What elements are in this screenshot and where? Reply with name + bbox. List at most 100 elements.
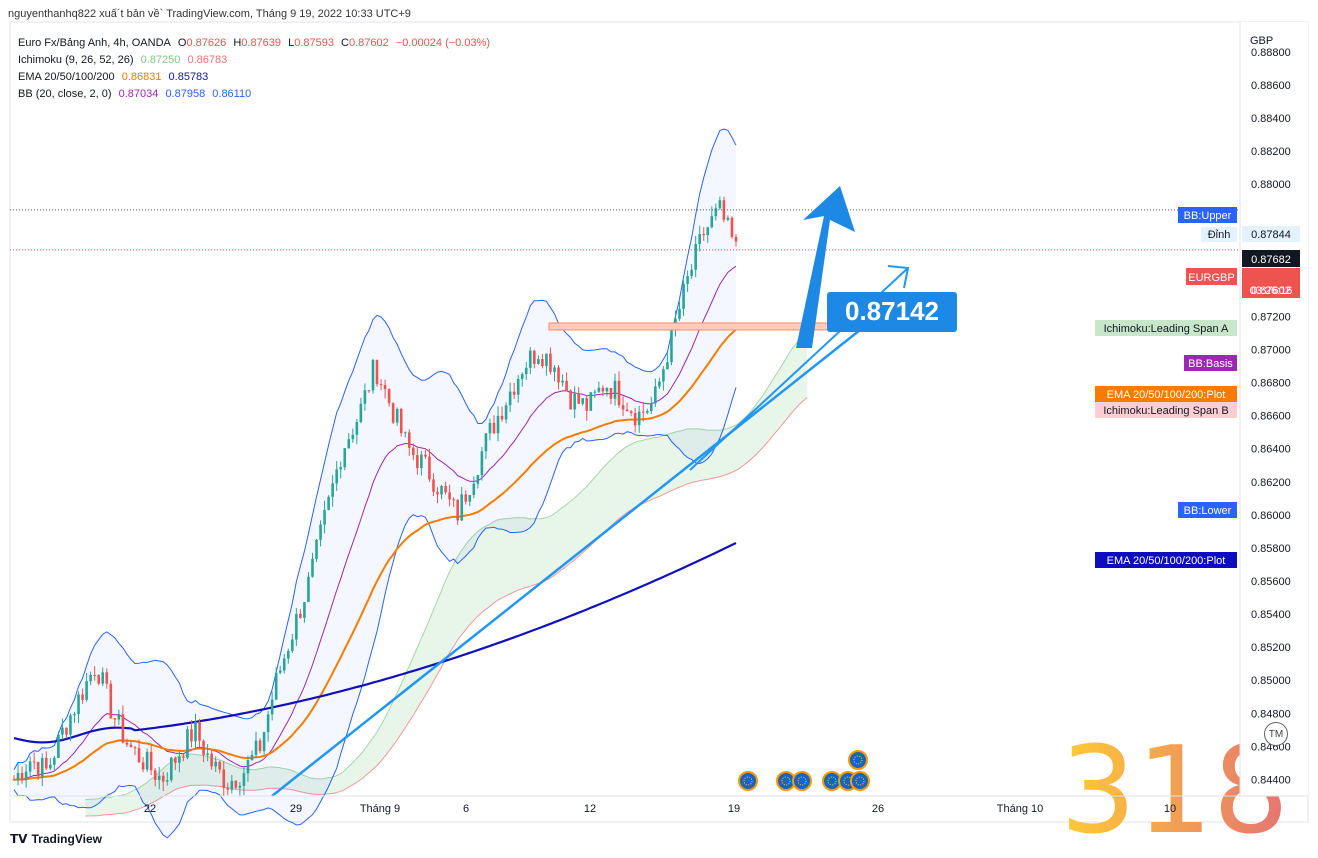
candle-body bbox=[436, 491, 439, 495]
event-icon-stars bbox=[781, 776, 791, 786]
ema-200-line bbox=[13, 542, 737, 744]
trend-line bbox=[271, 329, 861, 797]
candle-body bbox=[432, 479, 435, 492]
candle-body bbox=[734, 236, 738, 242]
candle-body bbox=[662, 369, 665, 382]
bb-value-lower: 0.86110 bbox=[212, 88, 252, 100]
level-label-text: 0.87142 bbox=[845, 296, 939, 326]
candle-body bbox=[399, 408, 403, 434]
candle-body bbox=[428, 456, 431, 480]
candle-body bbox=[141, 762, 145, 770]
candle-body bbox=[718, 200, 722, 209]
candle-body bbox=[452, 499, 455, 501]
time-tick-label: Tháng 10 bbox=[997, 803, 1043, 815]
ema-plot-label: EMA 20/50/100/200:Plot bbox=[1107, 389, 1226, 401]
candle-body bbox=[694, 244, 697, 270]
legend-symbol-row[interactable]: Euro Fx/Bảng Anh, 4h, OANDA O0.87626 H0.… bbox=[18, 35, 494, 52]
legend-bb-row[interactable]: BB (20, close, 2, 0) 0.87034 0.87958 0.8… bbox=[18, 86, 494, 103]
candle-body bbox=[557, 367, 560, 383]
span-b-label: Ichimoku:Leading Span B bbox=[1103, 405, 1228, 417]
candle-body bbox=[49, 764, 52, 769]
candle-body bbox=[81, 694, 84, 700]
candle-body bbox=[266, 714, 270, 733]
candle-body bbox=[202, 740, 205, 756]
candle-body bbox=[593, 391, 597, 393]
tradingview-footer-logo[interactable]: 𝗧𝗩 TradingView bbox=[10, 832, 102, 846]
candle-body bbox=[157, 775, 161, 780]
candle-body bbox=[61, 727, 64, 735]
candle-body bbox=[24, 771, 28, 780]
span-b-label-box bbox=[1095, 402, 1237, 418]
candle-body bbox=[226, 788, 230, 790]
peak-label: Đỉnh bbox=[1208, 229, 1231, 241]
price-tick-label: 0.87000 bbox=[1251, 344, 1291, 356]
candle-body bbox=[637, 411, 641, 426]
candle-body bbox=[726, 217, 730, 220]
bb-lower-line bbox=[13, 387, 737, 839]
candle-body bbox=[315, 539, 318, 559]
price-marker: 0.87682 bbox=[1251, 254, 1291, 266]
candle-body bbox=[585, 398, 589, 411]
candle-body bbox=[286, 650, 290, 659]
candle-body bbox=[85, 681, 88, 700]
ema-plot-label-2-box bbox=[1095, 552, 1237, 568]
candle-body bbox=[391, 403, 395, 423]
candle-body bbox=[395, 408, 399, 423]
ema-value-1: 0.86831 bbox=[121, 71, 162, 83]
candle-body bbox=[109, 683, 113, 719]
candle-body bbox=[186, 729, 189, 758]
level-label-box bbox=[827, 292, 957, 332]
candle-body bbox=[89, 674, 92, 682]
candle-body bbox=[291, 639, 294, 651]
candle-body bbox=[250, 754, 254, 761]
bb-basis-label: BB:Basis bbox=[1188, 358, 1233, 370]
candle-body bbox=[182, 756, 185, 758]
candle-body bbox=[476, 475, 480, 484]
bb-lower-label: BB:Lower bbox=[1184, 505, 1232, 517]
ohlc-open: O0.87626 bbox=[177, 37, 227, 49]
candle-body bbox=[347, 439, 351, 449]
candle-body bbox=[93, 674, 96, 676]
candle-body bbox=[36, 762, 40, 777]
candle-body bbox=[484, 433, 488, 452]
time-tick-label: 22 bbox=[144, 803, 156, 815]
bollinger-band-fill bbox=[14, 129, 736, 838]
candle-body bbox=[351, 434, 355, 440]
candle-body bbox=[533, 350, 536, 364]
candle-body bbox=[714, 208, 718, 217]
ema-value-2: 0.85783 bbox=[168, 71, 209, 83]
candle-body bbox=[549, 353, 552, 372]
ichimoku-value-b: 0.86783 bbox=[187, 54, 228, 66]
price-axis-bg bbox=[1240, 22, 1308, 796]
candle-body bbox=[295, 613, 298, 640]
legend-ichimoku-row[interactable]: Ichimoku (9, 26, 52, 26) 0.87250 0.86783 bbox=[18, 52, 494, 69]
candle-body bbox=[16, 772, 20, 780]
time-tick-label: 6 bbox=[463, 803, 469, 815]
candle-body bbox=[383, 384, 387, 390]
candle-body bbox=[416, 455, 419, 469]
price-tick-label: 0.87200 bbox=[1251, 311, 1291, 323]
candle-body bbox=[210, 753, 213, 767]
candle-body bbox=[698, 234, 701, 245]
trademark-badge: TM bbox=[1264, 722, 1288, 746]
ichimoku-value-a: 0.87250 bbox=[140, 54, 181, 66]
candle-body bbox=[339, 467, 343, 470]
legend-ema-row[interactable]: EMA 20/50/100/200 0.86831 0.85783 bbox=[18, 69, 494, 86]
candle-body bbox=[145, 751, 149, 770]
candle-body bbox=[565, 380, 568, 391]
economic-event-icon bbox=[850, 771, 870, 791]
candle-body bbox=[258, 740, 262, 752]
candle-body bbox=[230, 780, 234, 790]
candle-body bbox=[412, 447, 415, 456]
price-tick-label: 0.85600 bbox=[1251, 576, 1291, 588]
candle-body bbox=[343, 448, 347, 468]
candle-body bbox=[234, 780, 238, 788]
candle-body bbox=[649, 403, 653, 412]
candle-body bbox=[307, 576, 310, 603]
candle-body bbox=[492, 422, 496, 434]
candle-body bbox=[194, 721, 197, 742]
price-tick-label: 0.85400 bbox=[1251, 609, 1291, 621]
